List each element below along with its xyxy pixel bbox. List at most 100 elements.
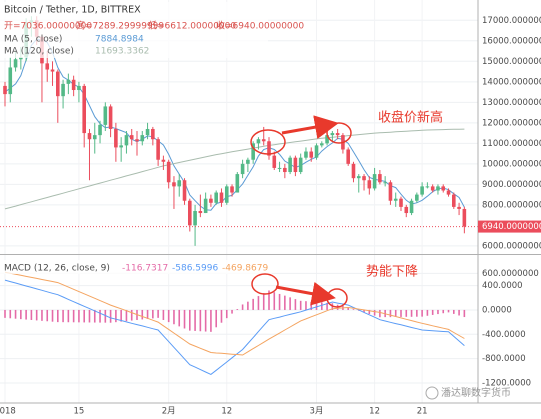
y-tick-label: 17000.00000000 <box>482 16 541 26</box>
histogram-bar <box>199 309 202 332</box>
histogram-bar <box>35 309 38 321</box>
candle-body <box>251 143 255 160</box>
histogram-bar <box>236 309 239 310</box>
signal-line <box>4 271 465 356</box>
y-tick-label: 400.0000 <box>482 281 523 291</box>
ohlc-close: 收=6940.00000000 <box>216 20 304 32</box>
candle-body <box>92 135 97 140</box>
candle-body <box>388 182 393 201</box>
candle-body <box>415 194 419 201</box>
candle-body <box>166 161 171 183</box>
candle-body <box>404 206 409 214</box>
candle-body <box>219 192 224 203</box>
arrow <box>281 115 339 139</box>
histogram-bar <box>25 309 27 320</box>
candle-body <box>378 174 382 183</box>
ohlc-high: 高=7289.29999999 <box>76 20 164 32</box>
histogram-bar <box>67 309 70 323</box>
y-tick-label: -800.0000 <box>482 354 526 364</box>
candle-body <box>277 167 282 169</box>
candle-body <box>314 145 319 158</box>
ma-line <box>4 38 465 211</box>
candle-body <box>45 63 50 70</box>
legend-value: -586.5996 <box>172 264 218 274</box>
candle-body <box>103 106 108 125</box>
legend-value: -116.7317 <box>122 264 168 274</box>
y-tick-label: 16000.00000000 <box>482 36 541 46</box>
candle-body <box>119 145 123 148</box>
ohlc-low: 低=6612.00000000 <box>148 20 236 32</box>
histogram-bar <box>363 309 365 313</box>
macd-legend-backdrop <box>0 260 272 274</box>
histogram-bar <box>99 309 101 323</box>
candle-body <box>135 139 139 142</box>
histogram-bar <box>9 309 12 319</box>
histogram-bar <box>310 301 313 310</box>
candle-body <box>66 79 71 84</box>
candle-body <box>430 186 435 191</box>
candle-body <box>367 180 372 189</box>
x-tick-label: 12 <box>221 407 232 417</box>
candle-body <box>240 163 245 175</box>
histogram-bar <box>442 309 445 314</box>
y-tick-label: 15000.00000000 <box>482 57 541 67</box>
candle-body <box>61 83 65 97</box>
y-tick-label: 13000.00000000 <box>482 98 541 108</box>
candle-body <box>114 128 118 148</box>
candle-body <box>399 198 403 207</box>
candle-body <box>77 85 81 91</box>
histogram-bar <box>104 309 107 323</box>
last-price-label: 6940.00000000 <box>482 222 541 232</box>
legend-label: MA (120, close) <box>4 47 74 57</box>
candle-body <box>8 67 13 95</box>
axes: 6000.00000000 8000.00000000 9000.00000000 1… <box>0 16 541 417</box>
histogram-bar <box>183 309 186 329</box>
candle-body <box>446 190 451 195</box>
histogram-bar <box>4 309 6 318</box>
candle-body <box>13 59 18 68</box>
x-tick-label: 2018 <box>0 407 16 417</box>
histogram-bar <box>410 309 413 317</box>
marks <box>0 16 478 375</box>
y-tick-label: 11000.00000000 <box>482 139 541 149</box>
y-tick-label: 10000.00000000 <box>482 159 541 169</box>
histogram-bar <box>458 309 460 316</box>
histogram-bar <box>125 309 128 322</box>
y-tick-label: -400.0000 <box>482 330 526 340</box>
histogram-bar <box>294 299 297 310</box>
candle-body <box>325 135 329 144</box>
histogram-bar <box>225 309 228 319</box>
histogram-bar <box>93 309 96 323</box>
histogram-bar <box>215 309 217 328</box>
histogram-bar <box>463 309 466 318</box>
histogram-bar <box>394 309 397 317</box>
candle-body <box>193 210 197 226</box>
annotation: 收盘价新高 <box>378 110 443 126</box>
y-tick-label: 14000.00000000 <box>482 77 541 87</box>
candle-body <box>351 163 356 179</box>
histogram-bar <box>252 298 254 310</box>
histogram-bar <box>262 293 265 310</box>
histogram-bar <box>389 309 392 318</box>
histogram-bar <box>368 309 371 315</box>
candle-body <box>452 194 456 207</box>
candle-body <box>425 186 430 188</box>
candle-body <box>82 85 86 134</box>
legend-backdrop <box>0 2 268 58</box>
histogram-bar <box>167 309 170 323</box>
candle-body <box>151 128 155 140</box>
candle-body <box>108 106 113 129</box>
candle-body <box>156 139 160 160</box>
histogram-bar <box>437 309 439 315</box>
candle-body <box>457 206 461 209</box>
histogram-bar <box>421 309 423 317</box>
histogram-bar <box>51 309 54 322</box>
candle-body <box>272 155 277 168</box>
histogram-bar <box>315 302 318 310</box>
histogram-bar <box>416 309 418 317</box>
histogram-bar <box>299 300 302 310</box>
candle-body <box>203 198 208 214</box>
candle-body <box>230 186 234 193</box>
candle-body <box>124 135 129 146</box>
